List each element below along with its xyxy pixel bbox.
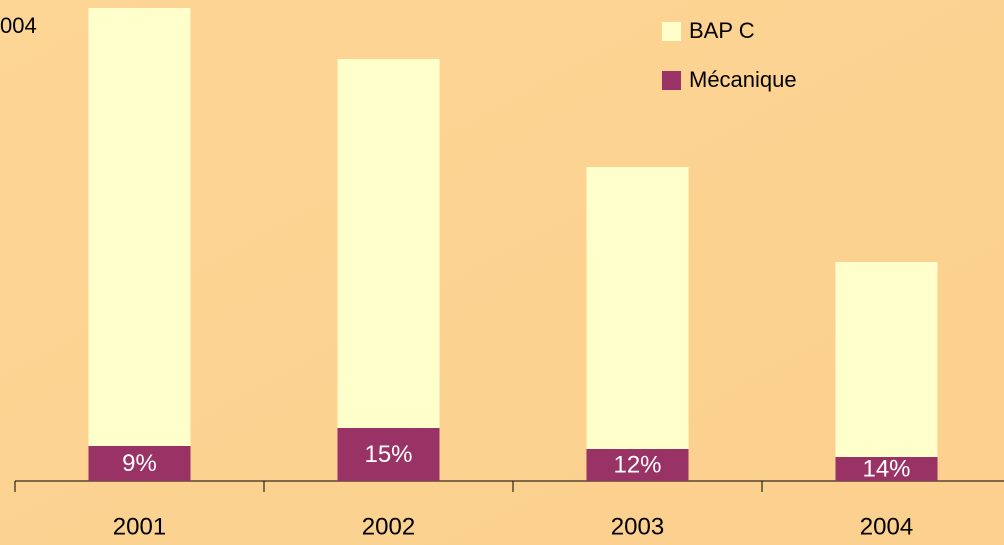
data-label: 15%: [364, 441, 412, 468]
bar-segment: [337, 428, 440, 481]
data-label: 12%: [613, 451, 661, 478]
data-label: 14%: [862, 455, 910, 482]
bar-segment: [586, 449, 689, 481]
bar-segment: [835, 457, 938, 481]
x-tick-label: 2004: [860, 513, 913, 540]
legend-swatch: [662, 71, 681, 90]
legend-swatch: [662, 22, 681, 41]
legend-label: Mécanique: [689, 67, 797, 92]
x-tick-label: 2002: [362, 513, 415, 540]
bar-segment: [88, 8, 191, 446]
legend-label: BAP C: [689, 18, 755, 43]
x-tick-label: 2003: [611, 513, 664, 540]
bar-segment: [835, 262, 938, 457]
x-tick-label: 2001: [113, 513, 166, 540]
data-label: 9%: [122, 450, 157, 477]
bar-segment: [88, 446, 191, 481]
bar-segment: [337, 59, 440, 428]
bar-segment: [586, 167, 689, 449]
chart-title: 004: [0, 13, 37, 38]
